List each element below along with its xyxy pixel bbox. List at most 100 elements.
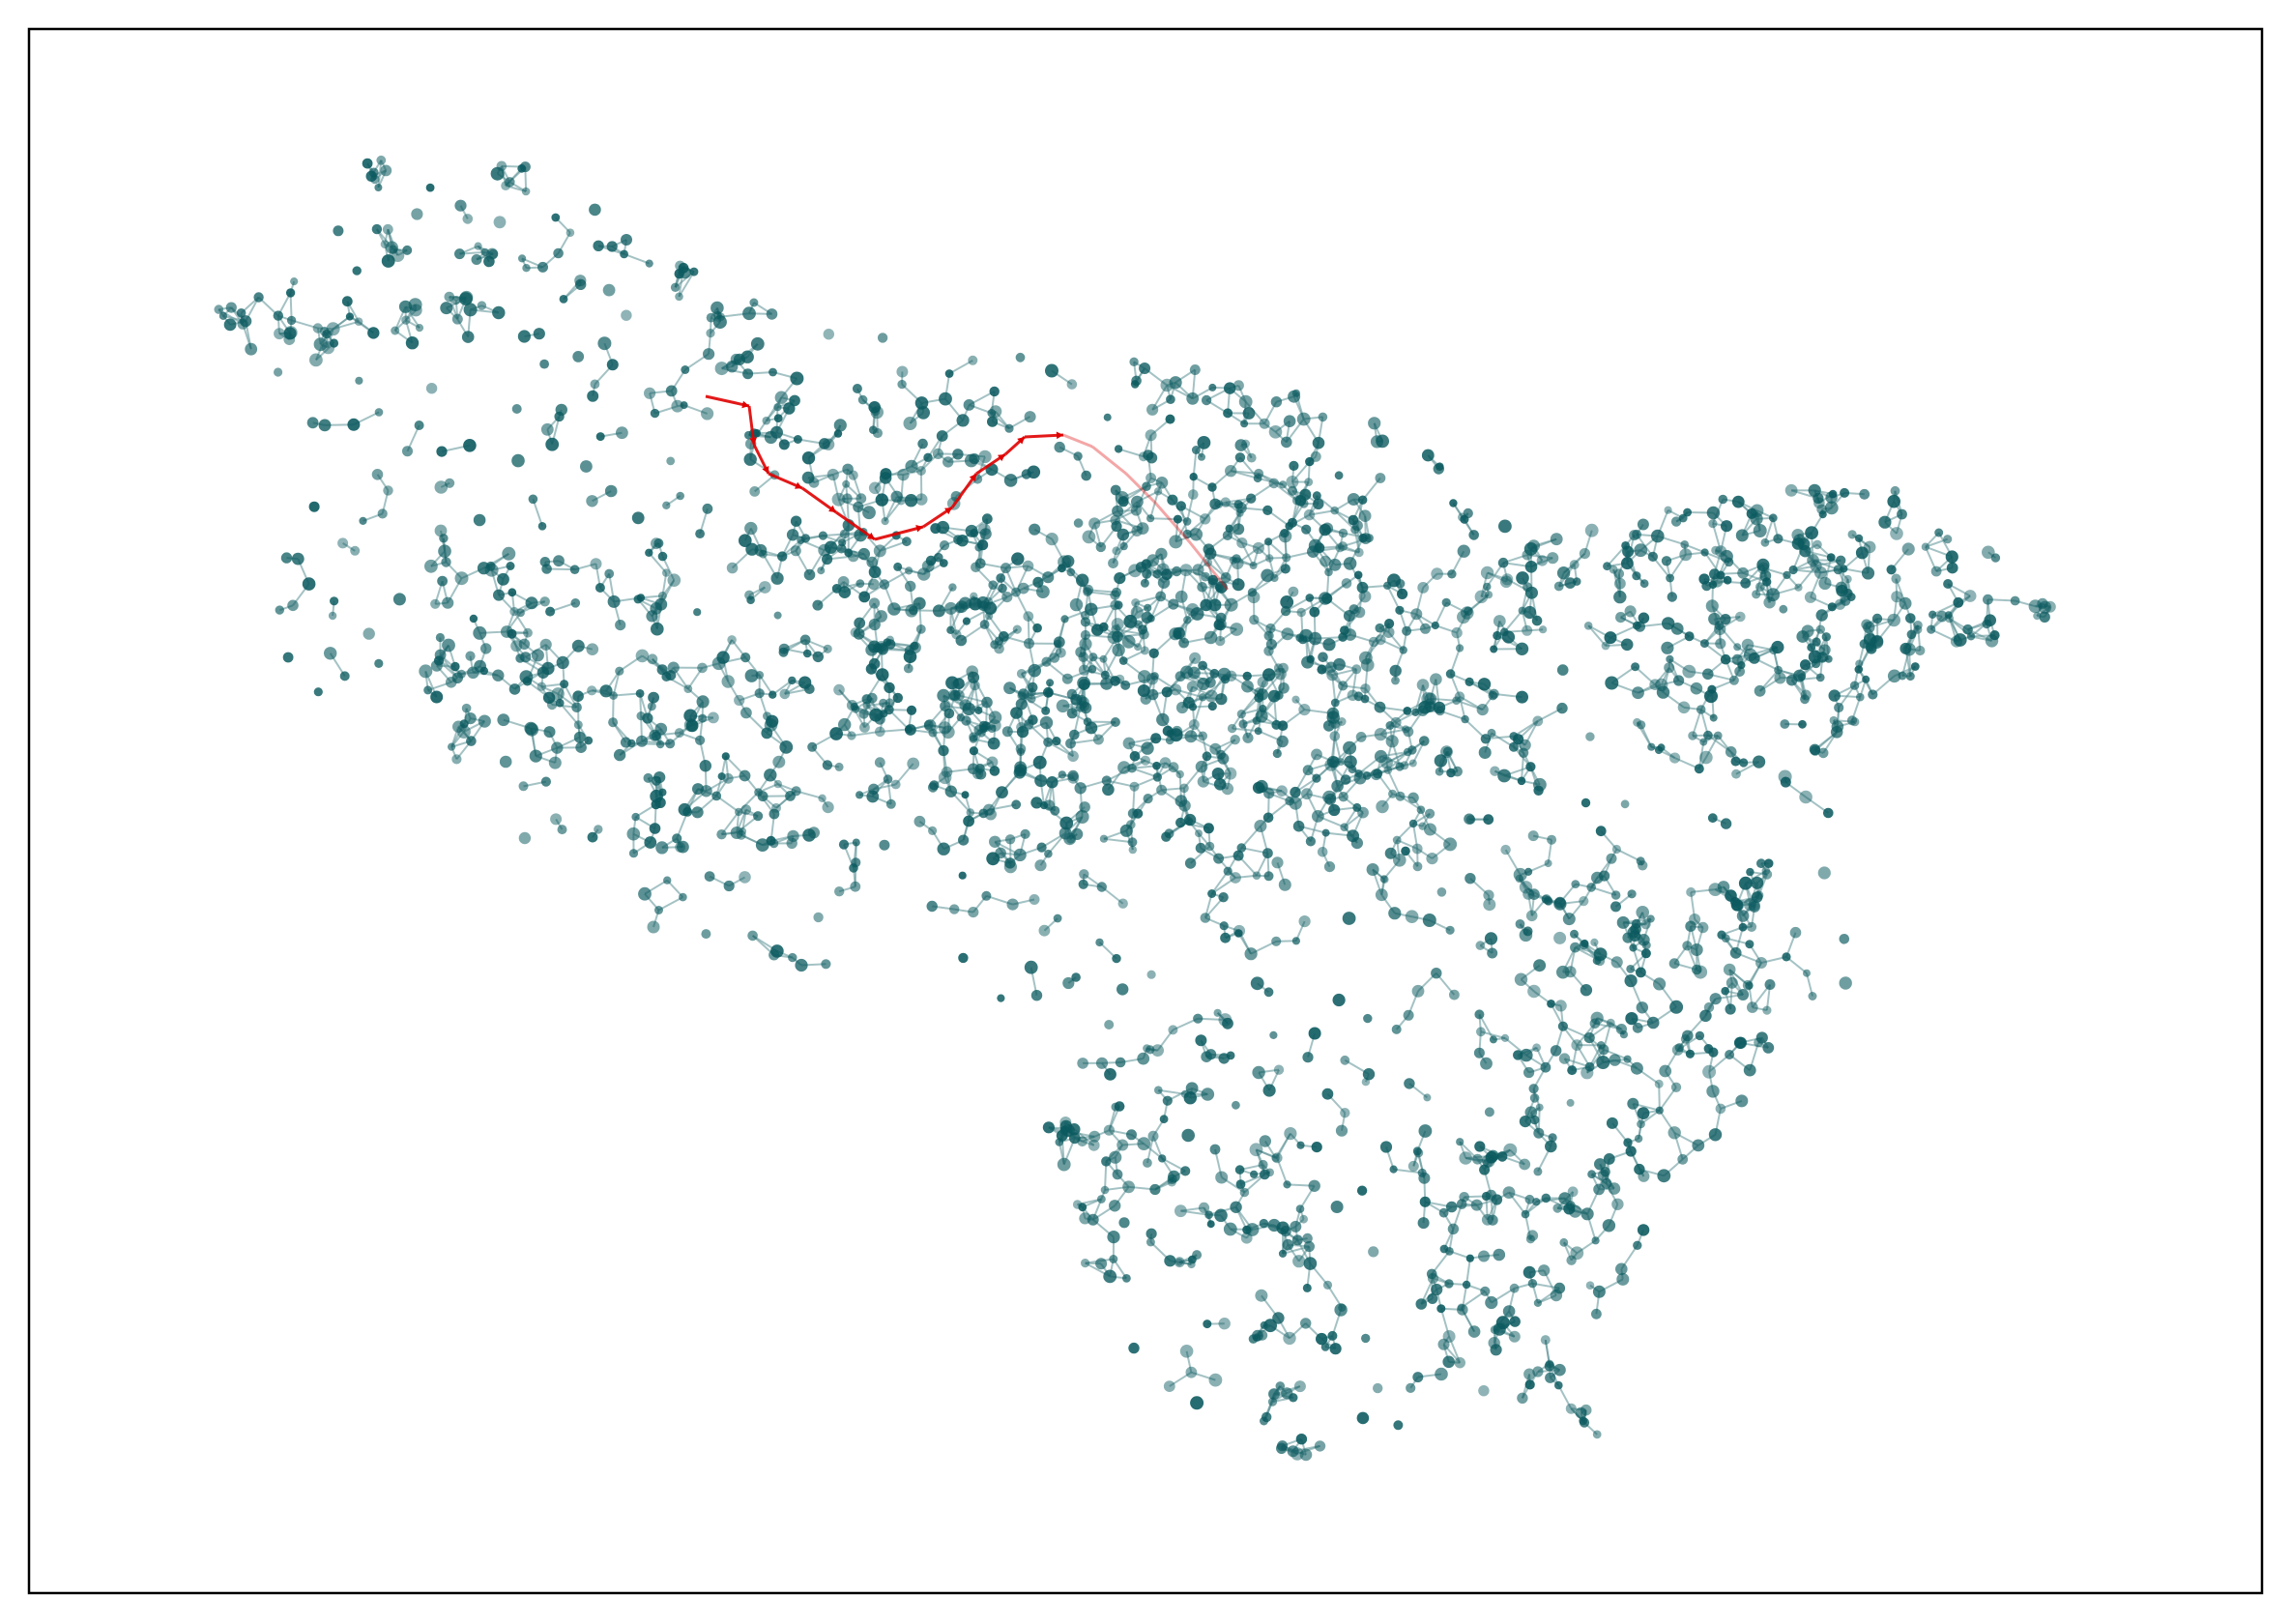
graph-node [1627,1097,1639,1110]
graph-node [808,477,820,488]
graph-node [1032,755,1047,769]
graph-node [1079,801,1090,813]
graph-node [350,545,361,556]
graph-node [1184,730,1198,743]
graph-node [1001,726,1013,738]
graph-node [1649,679,1661,690]
graph-node [1817,866,1831,880]
graph-node [1422,914,1436,927]
graph-node [450,661,460,672]
graph-node [1159,1115,1169,1124]
graph-node [672,833,682,844]
graph-node [1799,790,1812,804]
graph-node [1730,756,1741,767]
graph-node [473,625,487,640]
graph-node [631,511,645,525]
graph-node [1258,1159,1268,1170]
graph-node [1728,675,1739,685]
graph-node [1189,364,1201,375]
graph-node [1292,1255,1306,1268]
graph-node [831,492,846,507]
graph-node [1269,1030,1278,1039]
graph-node [1209,1144,1221,1155]
graph-node [1154,1086,1163,1094]
graph-node [932,604,945,618]
graph-node [1075,810,1089,824]
graph-node [1006,898,1019,911]
graph-node [695,529,705,538]
graph-node [1754,684,1766,697]
graph-node [1358,590,1372,603]
graph-node [1591,871,1604,884]
graph-node [374,408,384,417]
graph-node [508,683,521,695]
graph-node [1702,668,1714,681]
graph-node [1593,947,1608,961]
graph-edge [1386,585,1401,611]
graph-node [938,744,949,757]
graph-node [1069,597,1084,612]
graph-edge [1412,823,1419,850]
graph-node [926,900,938,913]
graph-node [1249,615,1260,625]
graph-node [826,468,839,481]
graph-node [1623,1138,1633,1147]
graph-node [1334,1303,1348,1317]
graph-node [1745,981,1754,990]
graph-node [1220,932,1231,943]
graph-edge [1185,1350,1193,1373]
graph-node [451,754,462,765]
graph-node [1629,943,1638,952]
graph-node [1664,662,1675,674]
graph-node [1523,1368,1536,1380]
graph-node [1437,1338,1450,1350]
graph-node [1224,382,1236,394]
graph-node [1288,485,1297,496]
graph-node [1823,807,1834,819]
graph-node [1290,1220,1302,1232]
graph-node [539,359,549,369]
graph-node [1200,913,1211,923]
graph-node [589,203,601,217]
graph-node [1524,1379,1535,1390]
graph-node [1320,555,1331,567]
graph-node [1298,704,1311,716]
graph-node [1442,1330,1456,1343]
graph-edge [1274,1133,1291,1159]
graph-node [1230,735,1240,745]
graph-node [1225,670,1237,682]
graph-node [480,643,492,654]
graph-node [540,776,552,787]
graph-node [328,611,337,621]
graph-node [1120,680,1131,690]
graph-edge [1276,1157,1289,1185]
graph-node [963,815,974,827]
graph-node [1087,1213,1099,1226]
graph-node [1358,509,1372,522]
graph-node [1260,1416,1268,1426]
graph-node [1302,1283,1312,1292]
graph-node [1836,555,1846,566]
graph-node [1142,481,1151,492]
graph-node [523,627,533,638]
graph-node [842,493,853,504]
graph-node [636,594,646,602]
graph-node [1224,597,1238,612]
graph-node [1160,378,1174,392]
graph-node [1445,1201,1458,1213]
graph-node [1264,537,1273,546]
graph-node [1024,638,1034,650]
graph-node [1632,686,1644,700]
graph-node [1220,675,1231,684]
graph-edge [619,654,643,673]
graph-node [1686,886,1696,897]
graph-edge [1294,699,1306,710]
graph-node [1632,621,1641,630]
graph-node [962,617,972,625]
graph-node [1723,575,1732,585]
graph-node [1041,706,1051,715]
graph-node [1239,1187,1250,1198]
graph-node [1088,652,1098,662]
graph-node [1368,417,1381,430]
graph-node [1112,546,1121,556]
